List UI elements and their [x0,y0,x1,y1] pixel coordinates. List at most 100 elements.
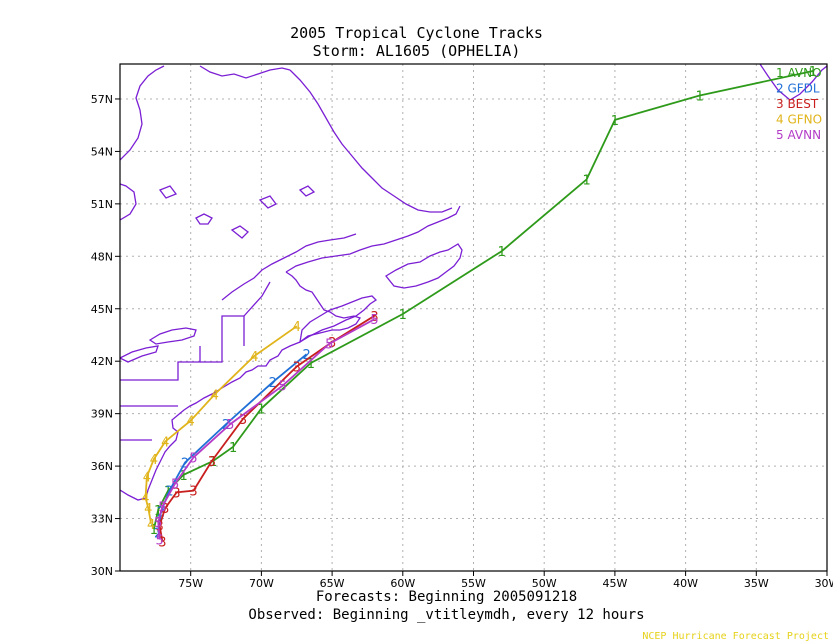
lat-tick-label: 54N [91,145,113,158]
legend-entry: 4 GFNO [776,113,822,127]
track-point-marker: 4 [187,415,195,430]
track-line [153,70,814,530]
lat-tick-label: 57N [91,93,113,106]
coastline-outline [120,64,827,501]
lat-tick-label: 39N [91,408,113,421]
track-point-marker: 4 [147,518,155,533]
lon-tick-label: 70W [249,577,274,590]
track-point-marker: 4 [150,453,158,468]
track-point-marker: 1 [809,65,817,80]
st-lawrence-river [221,233,357,301]
track-point-marker: 2 [303,348,311,363]
track-point-marker: 5 [158,500,166,515]
lon-tick-label: 45W [602,577,627,590]
track-point-marker: 1 [611,114,619,129]
track-point-marker: 4 [250,350,258,365]
track-point-marker: 5 [370,313,378,328]
lon-tick-label: 40W [673,577,698,590]
quebec-lake-2 [230,225,249,239]
quebec-lake-1 [195,213,213,225]
track-point-marker: 2 [222,418,230,433]
lon-tick-label: 60W [390,577,415,590]
quebec-lake-3 [258,195,277,209]
track-point-marker: 3 [172,486,180,501]
lat-tick-label: 30N [91,565,113,578]
chart-subtitle: Storm: AL1605 (OPHELIA) [312,42,521,60]
track-point-marker: 1 [582,173,590,188]
lat-tick-label: 48N [91,250,113,263]
track-point-marker: 3 [293,360,301,375]
greenland-tip [759,64,827,101]
track-point-marker: 1 [150,523,158,538]
track-point-marker: 4 [144,502,152,517]
legend-entry: 2 GFDL [776,82,820,96]
track-point-marker: 4 [161,436,169,451]
legend-entry: 3 BEST [776,97,819,111]
track-point-marker: 3 [208,455,216,470]
lat-tick-label: 51N [91,198,113,211]
axis-ticks: 57N 54N 51N 48N 45N 42N 39N 36N 33N 30N 75W 70W 65W 6… [91,93,833,590]
lat-tick-label: 33N [91,513,113,526]
track-point-marker: 5 [325,338,333,353]
hudson-bay-coast [120,65,165,161]
track-point-marker: 1 [257,402,265,417]
track-point-marker: 5 [278,380,286,395]
track-point-marker: 4 [141,492,149,507]
track-point-marker: 3 [189,485,197,500]
lat-tick-label: 45N [91,303,113,316]
state-border-1 [120,346,201,381]
lon-tick-label: 50W [532,577,557,590]
track-point-marker: 4 [293,320,301,335]
track-point-marker: 3 [370,310,378,325]
lat-tick-label: 36N [91,460,113,473]
track-point-marker: 2 [269,376,277,391]
track-point-marker: 5 [226,418,234,433]
quebec-lake-4 [298,185,316,197]
newfoundland [385,243,463,289]
track-point-marker: 3 [328,336,336,351]
quebec-lake-5 [158,185,178,199]
state-border-5 [243,281,271,317]
chart-title: 2005 Tropical Cyclone Tracks [290,24,543,42]
track-point-marker: 3 [155,520,163,535]
track-point-marker: 5 [154,516,162,531]
track-point-marker: 1 [498,245,506,260]
gulf-st-lawrence-coast [285,205,461,273]
lake-ontario [148,327,197,345]
observed-caption: Observed: Beginning _vtitleymdh, every 1… [248,607,645,623]
track-point-marker: 2 [181,457,189,472]
track-point-marker: 3 [158,535,166,550]
track-point-marker: 3 [239,413,247,428]
track-point-marker: 5 [189,451,197,466]
track-point-marker: 1 [179,469,187,484]
forecasts-caption: Forecasts: Beginning 2005091218 [315,589,578,605]
track-point-marker: 4 [143,471,151,486]
track-line [157,318,375,540]
track-point-marker: 1 [696,89,704,104]
lat-lon-grid [120,64,828,572]
track-point-marker: 5 [171,478,179,493]
labrador-coast [289,69,453,213]
lon-tick-label: 35W [744,577,769,590]
track-point-marker: 1 [307,357,315,372]
lon-tick-label: 75W [178,577,203,590]
track-point-marker: 3 [161,502,169,517]
legend-entry: 5 AVNN [776,128,821,142]
nova-scotia [299,295,378,344]
track-point-marker: 1 [209,455,217,470]
state-border-3 [200,315,245,363]
lon-tick-label: 30W [815,577,833,590]
track-point-marker: 1 [399,308,407,323]
lon-tick-label: 55W [461,577,486,590]
legend-entry: 1 AVNO [776,66,822,80]
track-point-marker: 2 [154,527,162,542]
track-line [144,325,298,524]
ungava-coast [199,65,291,79]
